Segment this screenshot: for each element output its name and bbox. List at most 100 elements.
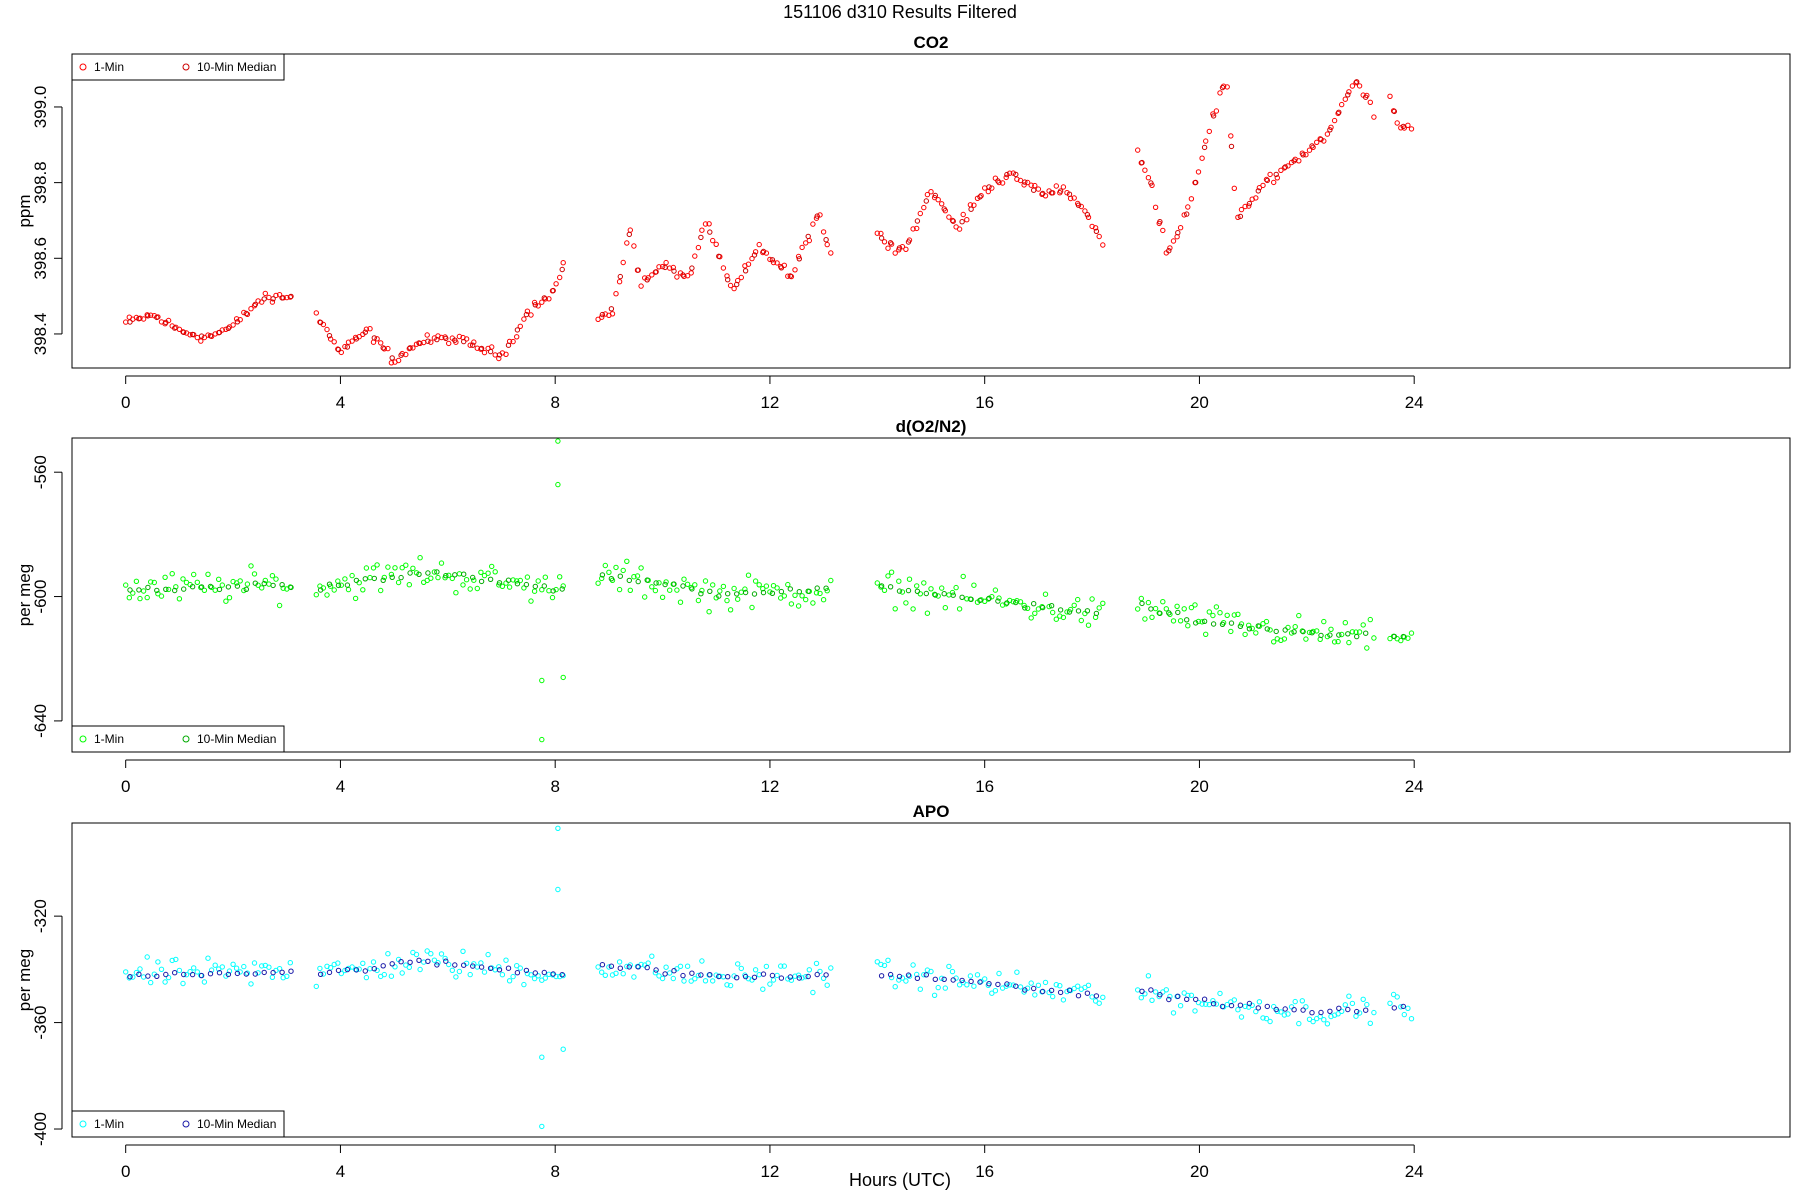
- median-point: [787, 273, 793, 279]
- median-point: [145, 313, 151, 319]
- outlier-point: [560, 1046, 566, 1052]
- median-point: [252, 301, 259, 308]
- y-axis-title: per meg: [15, 564, 34, 626]
- one-min-point: [1152, 989, 1159, 995]
- one-min-point: [478, 346, 484, 352]
- one-min-point: [1042, 979, 1049, 986]
- one-min-point: [813, 960, 820, 967]
- one-min-point: [1071, 602, 1077, 608]
- one-min-point: [531, 299, 538, 306]
- one-min-point: [421, 959, 427, 965]
- median-point: [181, 971, 187, 978]
- one-min-point: [924, 191, 931, 198]
- one-min-point: [667, 970, 673, 976]
- median-point: [1048, 603, 1055, 609]
- one-min-point: [327, 965, 334, 971]
- one-min-point: [269, 573, 276, 579]
- one-min-point: [1085, 622, 1092, 628]
- one-min-point: [935, 197, 941, 203]
- one-min-point: [692, 253, 698, 259]
- one-min-point: [1324, 1021, 1331, 1027]
- one-min-point: [702, 221, 709, 227]
- one-min-point: [649, 584, 655, 590]
- one-min-point: [681, 576, 687, 582]
- y-tick-label: 398.4: [31, 313, 50, 356]
- one-min-point: [817, 968, 823, 975]
- one-min-point: [1028, 615, 1034, 621]
- median-point: [261, 580, 267, 587]
- median-point: [1139, 600, 1145, 607]
- one-min-point: [1213, 1001, 1220, 1007]
- median-point: [1354, 79, 1360, 85]
- one-min-point: [706, 609, 712, 615]
- one-min-point: [262, 577, 268, 584]
- median-point: [1345, 1006, 1351, 1013]
- x-tick-label: 0: [121, 393, 130, 412]
- one-min-point: [180, 980, 186, 987]
- median-point: [662, 264, 668, 271]
- one-min-point: [1278, 1009, 1284, 1015]
- outlier-point: [539, 677, 545, 684]
- legend-label-one-min: 1-Min: [94, 1117, 124, 1131]
- median-point: [887, 971, 894, 978]
- one-min-point: [1371, 114, 1377, 120]
- one-min-point: [123, 969, 129, 975]
- one-min-point: [634, 573, 641, 579]
- one-min-point: [799, 593, 805, 599]
- median-point: [216, 586, 223, 593]
- median-point: [1004, 600, 1010, 606]
- one-min-point: [928, 189, 934, 195]
- one-min-point: [399, 565, 405, 571]
- one-min-point: [269, 299, 276, 305]
- one-min-point: [378, 587, 384, 594]
- one-min-point: [320, 971, 327, 977]
- one-min-point: [535, 578, 541, 584]
- one-min-point: [971, 582, 977, 588]
- median-point: [380, 963, 386, 969]
- median-point: [154, 314, 160, 321]
- one-min-point: [820, 597, 827, 603]
- median-point: [887, 584, 894, 590]
- median-point: [198, 584, 205, 590]
- one-min-point: [731, 585, 737, 592]
- one-min-point: [1100, 600, 1106, 606]
- one-min-point: [248, 981, 254, 987]
- median-point: [617, 965, 623, 971]
- one-min-point: [1075, 596, 1081, 603]
- median-point: [1148, 180, 1154, 186]
- one-min-point: [446, 961, 452, 968]
- x-tick-label: 24: [1405, 1162, 1424, 1181]
- one-min-point: [317, 965, 323, 972]
- one-min-point: [1303, 636, 1309, 642]
- one-min-point: [219, 964, 226, 970]
- one-min-point: [695, 972, 702, 979]
- median-point: [279, 969, 285, 975]
- one-min-point: [531, 975, 538, 982]
- one-min-point: [803, 974, 809, 980]
- one-min-point: [553, 281, 559, 287]
- one-min-point: [162, 574, 168, 580]
- median-point: [626, 231, 632, 238]
- median-point: [977, 597, 983, 604]
- one-min-point: [792, 592, 798, 598]
- one-min-point: [1364, 1001, 1370, 1008]
- one-min-point: [874, 230, 880, 236]
- one-min-point: [528, 598, 534, 604]
- one-min-point: [921, 580, 927, 586]
- one-min-point: [284, 973, 290, 979]
- one-min-point: [378, 340, 384, 346]
- median-point: [1318, 1009, 1324, 1016]
- one-min-point: [1135, 606, 1141, 612]
- one-min-point: [924, 610, 931, 616]
- one-min-point: [151, 579, 158, 586]
- median-point: [896, 973, 903, 980]
- median-point: [505, 577, 512, 583]
- one-min-point: [194, 969, 201, 975]
- one-min-point: [410, 565, 416, 571]
- median-point: [1210, 621, 1217, 627]
- median-point: [1336, 109, 1342, 116]
- one-min-point: [1096, 1000, 1102, 1006]
- one-min-point: [795, 253, 802, 260]
- one-min-point: [1142, 991, 1148, 997]
- one-min-point: [595, 964, 601, 970]
